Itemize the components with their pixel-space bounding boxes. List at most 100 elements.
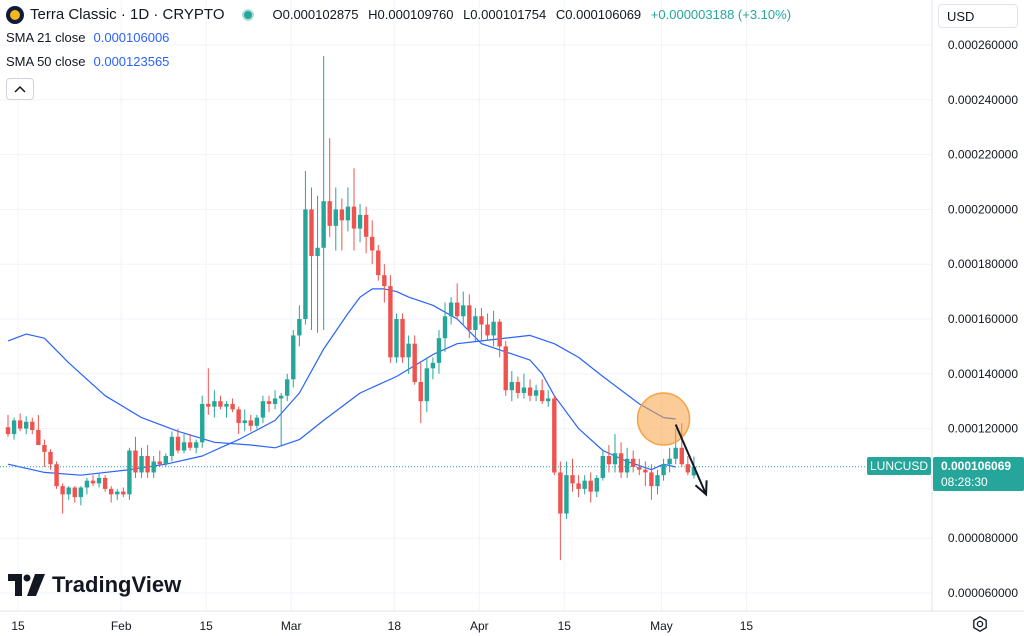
candle-body	[667, 458, 672, 465]
price-tick-label: 0.000180000	[948, 257, 1018, 271]
sma-21-legend[interactable]: SMA 21 close 0.000106006	[6, 26, 797, 50]
sma-50-value: 0.000123565	[93, 54, 170, 69]
currency-selector[interactable]: USD	[938, 4, 1018, 28]
candle-body	[90, 480, 96, 484]
candle-body	[224, 403, 229, 407]
gear-icon[interactable]	[972, 616, 988, 632]
candle-body	[382, 275, 387, 287]
last-price-tag: LUNCUSD 0.000106069 08:28:30	[867, 457, 1024, 491]
candle-body	[685, 464, 691, 473]
symbol-header[interactable]: Terra Classic · 1D · CRYPTO O0.000102875…	[6, 4, 797, 26]
candle-body	[24, 421, 29, 429]
candle-body	[193, 442, 199, 448]
candle-body	[515, 382, 521, 393]
candle-body	[521, 387, 527, 393]
candle-body	[594, 477, 599, 492]
candle-body	[102, 477, 108, 489]
candle-body	[631, 458, 636, 467]
candle-body	[309, 209, 314, 256]
change-value: +0.000003188 (+3.10%)	[650, 7, 792, 22]
candle-body	[497, 321, 502, 347]
terra-classic-logo-icon	[6, 6, 24, 24]
time-tick-label: Apr	[470, 619, 489, 633]
candle-body	[643, 469, 648, 473]
candle-body	[30, 421, 35, 430]
brand-name: TradingView	[52, 572, 182, 597]
candle-body	[230, 403, 235, 410]
candle-body	[363, 214, 369, 237]
symbol-tag-label: LUNCUSD	[870, 459, 928, 473]
sma-50-label: SMA 50 close	[6, 54, 86, 69]
price-tick-label: 0.000080000	[948, 531, 1018, 545]
sma-50-legend[interactable]: SMA 50 close 0.000123565	[6, 50, 797, 74]
candle-body	[376, 250, 381, 276]
candle-body	[260, 401, 266, 418]
candle-body	[36, 429, 41, 446]
candle-body	[345, 206, 351, 221]
candle-body	[564, 475, 569, 514]
price-tick-label: 0.000120000	[948, 422, 1018, 436]
candle-body	[691, 466, 697, 476]
candle-body	[254, 417, 260, 426]
candle-body	[242, 420, 247, 424]
tradingview-mark-icon	[8, 574, 45, 596]
candle-body	[145, 456, 150, 473]
candle-body	[157, 461, 162, 465]
candle-body	[624, 458, 630, 473]
candle-body	[206, 403, 211, 407]
candle-body	[370, 236, 375, 251]
price-tag-countdown: 08:28:30	[941, 475, 988, 489]
collapse-legend-button[interactable]	[6, 78, 34, 100]
high-value: H0.000109760	[368, 7, 454, 22]
candle-body	[133, 450, 138, 473]
price-tag-value: 0.000106069	[941, 459, 1011, 473]
time-tick-label: 15	[558, 619, 572, 633]
candle-body	[473, 316, 478, 330]
candle-body	[673, 447, 678, 459]
candles-layer	[5, 55, 697, 561]
candle-body	[121, 491, 126, 495]
candle-body	[430, 362, 436, 369]
candle-body	[509, 382, 515, 391]
candle-body	[163, 456, 169, 465]
candle-body	[357, 214, 363, 229]
candle-body	[576, 483, 581, 489]
price-axis[interactable]: 0.000260000 0.000240000 0.000220000 0.00020…	[931, 0, 1018, 611]
candle-body	[218, 401, 223, 407]
down-arrow-shaft	[674, 424, 707, 495]
candle-body	[291, 335, 296, 380]
candle-body	[285, 379, 290, 396]
candle-body	[236, 409, 241, 424]
sma-50-line-layer	[7, 333, 676, 449]
sma-21-value: 0.000106006	[93, 30, 170, 45]
candle-body	[442, 316, 448, 339]
candle-body	[400, 319, 405, 358]
candle-body	[181, 442, 187, 451]
candle-body	[127, 450, 132, 495]
symbol-title[interactable]: Terra Classic · 1D · CRYPTO	[30, 6, 225, 23]
candle-body	[612, 453, 618, 465]
candle-body	[5, 427, 11, 435]
candle-body	[60, 486, 65, 495]
chart-legend: Terra Classic · 1D · CRYPTO O0.000102875…	[6, 4, 797, 100]
price-tick-label: 0.000200000	[948, 202, 1018, 216]
candle-body	[96, 477, 102, 484]
low-value: L0.000101754	[463, 7, 547, 22]
candle-body	[588, 480, 593, 492]
candle-body	[321, 201, 326, 248]
time-axis[interactable]: 15 Feb 15 Mar 18 Apr 15 May 15	[0, 610, 1024, 633]
annotations-layer[interactable]	[636, 392, 708, 497]
candle-body	[266, 401, 272, 404]
close-value: C0.000106069	[555, 7, 642, 22]
candle-body	[248, 420, 253, 426]
price-tick-label: 0.000160000	[948, 312, 1018, 326]
candle-body	[649, 472, 654, 487]
time-tick-label: Feb	[111, 619, 132, 633]
candle-body	[351, 206, 357, 229]
candle-body	[339, 209, 345, 221]
sma-50-line	[7, 333, 676, 449]
candle-body	[406, 343, 411, 358]
candle-body	[187, 442, 193, 448]
candle-body	[72, 487, 77, 498]
